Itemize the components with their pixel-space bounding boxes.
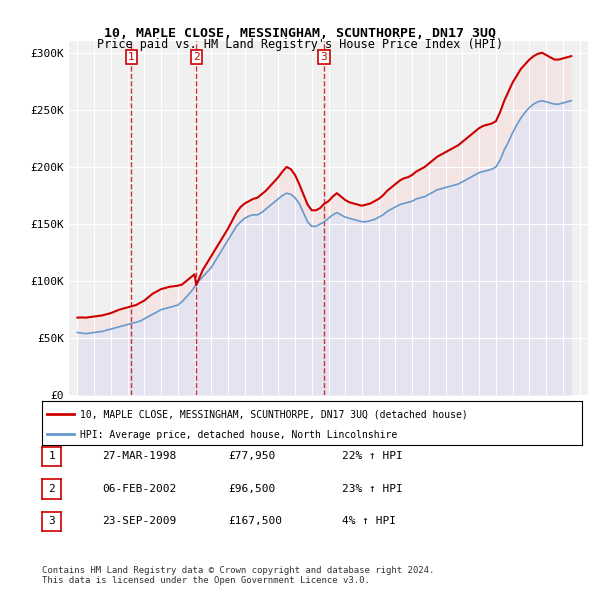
Text: £167,500: £167,500 (228, 516, 282, 526)
Text: 4% ↑ HPI: 4% ↑ HPI (342, 516, 396, 526)
Text: £77,950: £77,950 (228, 451, 275, 461)
Text: 22% ↑ HPI: 22% ↑ HPI (342, 451, 403, 461)
Text: 06-FEB-2002: 06-FEB-2002 (102, 484, 176, 493)
Text: HPI: Average price, detached house, North Lincolnshire: HPI: Average price, detached house, Nort… (80, 430, 397, 440)
Text: 23-SEP-2009: 23-SEP-2009 (102, 516, 176, 526)
Text: Contains HM Land Registry data © Crown copyright and database right 2024.
This d: Contains HM Land Registry data © Crown c… (42, 566, 434, 585)
Text: 10, MAPLE CLOSE, MESSINGHAM, SCUNTHORPE, DN17 3UQ (detached house): 10, MAPLE CLOSE, MESSINGHAM, SCUNTHORPE,… (80, 409, 467, 419)
Text: 3: 3 (48, 516, 55, 526)
Text: 2: 2 (193, 52, 200, 62)
Text: Price paid vs. HM Land Registry's House Price Index (HPI): Price paid vs. HM Land Registry's House … (97, 38, 503, 51)
Text: 1: 1 (128, 52, 135, 62)
Text: 23% ↑ HPI: 23% ↑ HPI (342, 484, 403, 493)
Text: 10, MAPLE CLOSE, MESSINGHAM, SCUNTHORPE, DN17 3UQ: 10, MAPLE CLOSE, MESSINGHAM, SCUNTHORPE,… (104, 27, 496, 40)
Text: 2: 2 (48, 484, 55, 494)
Text: 27-MAR-1998: 27-MAR-1998 (102, 451, 176, 461)
Text: 1: 1 (48, 451, 55, 461)
Text: 3: 3 (320, 52, 328, 62)
Text: £96,500: £96,500 (228, 484, 275, 493)
